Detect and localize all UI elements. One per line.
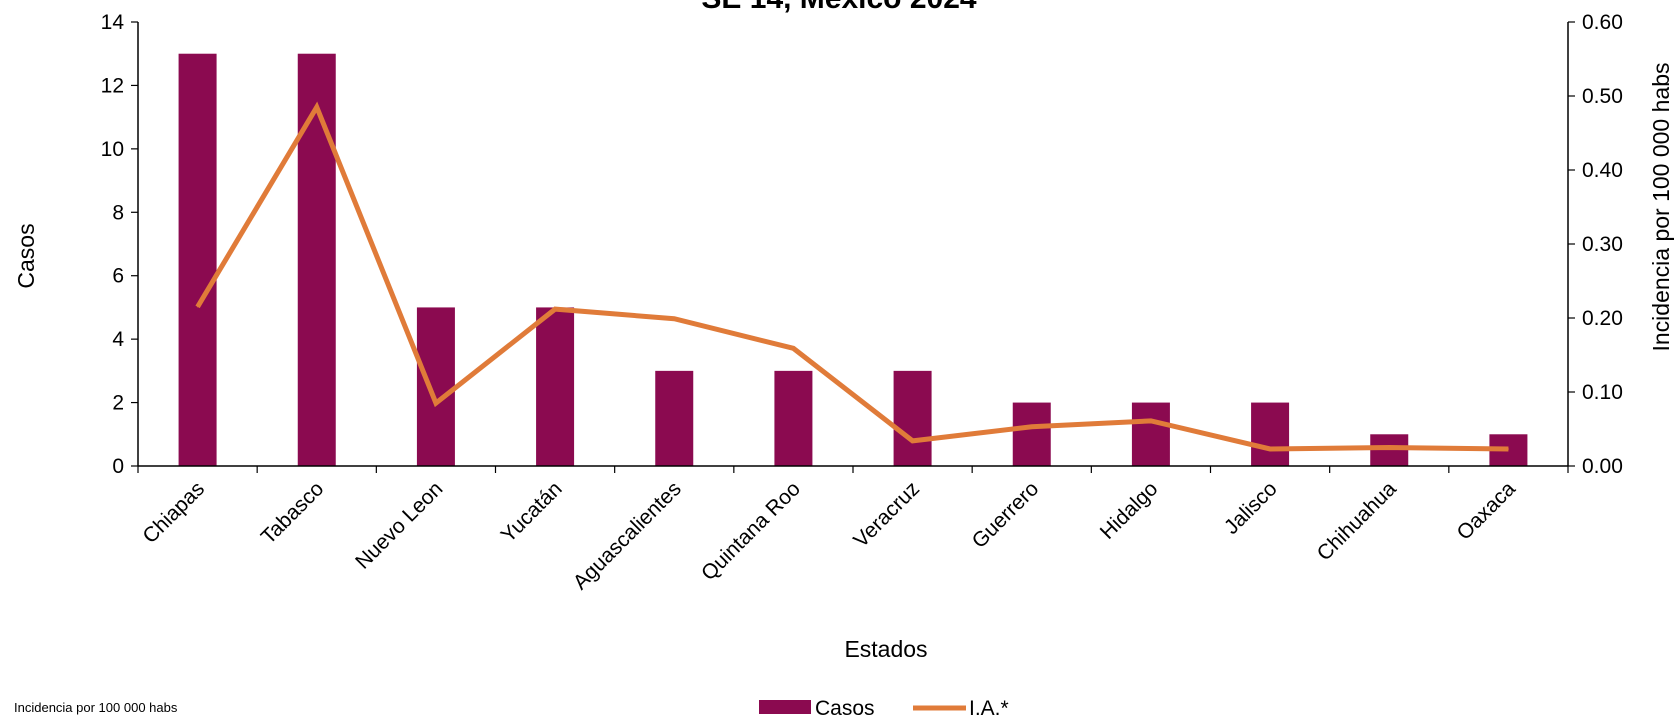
line-point-ia <box>1031 426 1033 428</box>
line-point-ia <box>1507 448 1509 450</box>
y-tick-label: 6 <box>112 265 124 288</box>
bar-yucatán <box>536 307 575 466</box>
x-tick-label: Chiapas <box>138 477 209 548</box>
line-series-group <box>195 101 1509 452</box>
y-tick-label: 12 <box>101 74 124 97</box>
bar-veracruz <box>893 370 932 466</box>
chart-title: SE 14, México 2024 <box>701 0 976 15</box>
bar-aguascalientes <box>655 370 694 466</box>
y2-tick-label: 0.60 <box>1582 11 1623 34</box>
x-tick-label: Veracruz <box>849 477 924 552</box>
x-tick-label: Quintana Roo <box>697 477 805 585</box>
legend-label-casos: Casos <box>815 697 875 720</box>
bar-tabasco <box>297 53 336 466</box>
bar-quintana-roo <box>774 370 813 466</box>
line-point-ia <box>912 440 914 442</box>
y-tick-label: 4 <box>112 328 124 351</box>
y2-tick-label: 0.50 <box>1582 85 1623 108</box>
legend-label-ia: I.A.* <box>969 697 1009 720</box>
x-tick-label: Chihuahua <box>1313 477 1401 565</box>
x-tick-label: Nuevo Leon <box>351 477 447 573</box>
bars-group <box>178 53 1528 466</box>
y-tick-label: 14 <box>101 11 125 34</box>
y2-tick-label: 0.40 <box>1582 159 1623 182</box>
legend-swatch-casos <box>759 700 811 714</box>
y2-tick-label: 0.20 <box>1582 307 1623 330</box>
bar-jalisco <box>1251 402 1290 466</box>
y-tick-label: 10 <box>101 138 124 161</box>
x-tick-label: Tabasco <box>257 477 329 549</box>
x-tick-label: Jalisco <box>1220 477 1282 539</box>
x-tick-label: Aguascalientes <box>569 477 686 594</box>
y-tick-label: 8 <box>112 201 124 224</box>
line-point-ia <box>792 347 794 349</box>
line-series-ia <box>195 101 1509 452</box>
x-tick-label: Hidalgo <box>1096 477 1163 544</box>
x-tick-label: Oaxaca <box>1453 477 1521 545</box>
y2-tick-label: 0.10 <box>1582 381 1623 404</box>
line-point-ia <box>1150 420 1152 422</box>
line-point-ia <box>316 106 318 108</box>
bar-chiapas <box>178 53 217 466</box>
y2-tick-label: 0.30 <box>1582 233 1623 256</box>
y2-axis-title: Incidencia por 100 000 habs <box>1648 63 1674 352</box>
legend: Casos I.A.* <box>759 697 1009 720</box>
y-tick-label: 0 <box>112 455 124 478</box>
line-point-ia <box>1388 447 1390 448</box>
footnote: Incidencia por 100 000 habs <box>14 700 178 715</box>
y2-tick-label: 0.00 <box>1582 455 1623 478</box>
line-point-ia <box>435 402 437 404</box>
line-point-ia <box>1269 448 1271 450</box>
x-tick-label: Yucatán <box>497 477 567 547</box>
bar-nuevo-leon <box>416 307 455 466</box>
line-point-ia <box>673 318 675 320</box>
line-point-ia <box>554 308 556 310</box>
x-tick-label: Guerrero <box>968 477 1044 553</box>
line-point-ia <box>197 306 199 308</box>
y-tick-label: 2 <box>112 392 124 415</box>
bar-guerrero <box>1012 402 1051 466</box>
y-axis-title: Casos <box>13 223 39 288</box>
x-axis-title: Estados <box>844 636 927 662</box>
bar-hidalgo <box>1131 402 1170 466</box>
